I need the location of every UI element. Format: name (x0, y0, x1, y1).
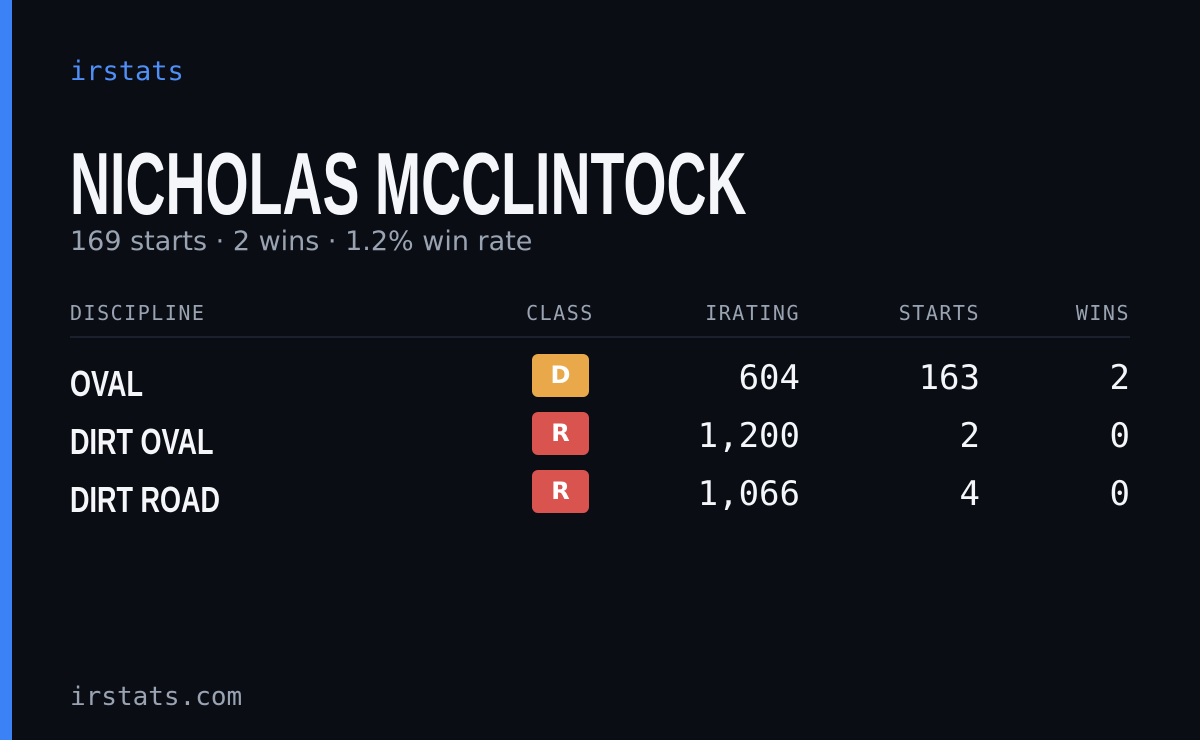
column-header: IRATING (705, 301, 800, 325)
footer: irstats.com (70, 682, 243, 712)
discipline: OVAL (70, 363, 144, 404)
class-badge: D (532, 354, 589, 397)
starts-value: 2 (959, 416, 980, 456)
starts-value: 4 (959, 474, 980, 514)
column-header: CLASS (526, 301, 594, 325)
class-badge: R (532, 470, 589, 513)
irating-value: 1,200 (697, 416, 800, 456)
discipline: DIRT OVAL (70, 421, 214, 462)
driver-summary: 169 starts · 2 wins · 1.2% win rate (70, 226, 533, 257)
discipline: DIRT ROAD (70, 479, 220, 520)
column-header: DISCIPLINE (70, 301, 206, 325)
class-badge: R (532, 412, 589, 455)
irating-value: 1,066 (697, 474, 800, 514)
starts-value: 163 (918, 358, 980, 398)
wins-value: 0 (1109, 416, 1130, 456)
wins-value: 0 (1109, 474, 1130, 514)
accent-bar (0, 0, 12, 740)
header-divider (70, 336, 1130, 338)
irating-value: 604 (738, 358, 800, 398)
brand: irstats (70, 56, 184, 87)
driver-name: NICHOLAS MCCLINTOCK (70, 134, 747, 233)
column-header: WINS (1075, 301, 1130, 325)
column-header: STARTS (898, 301, 980, 325)
wins-value: 2 (1109, 358, 1130, 398)
